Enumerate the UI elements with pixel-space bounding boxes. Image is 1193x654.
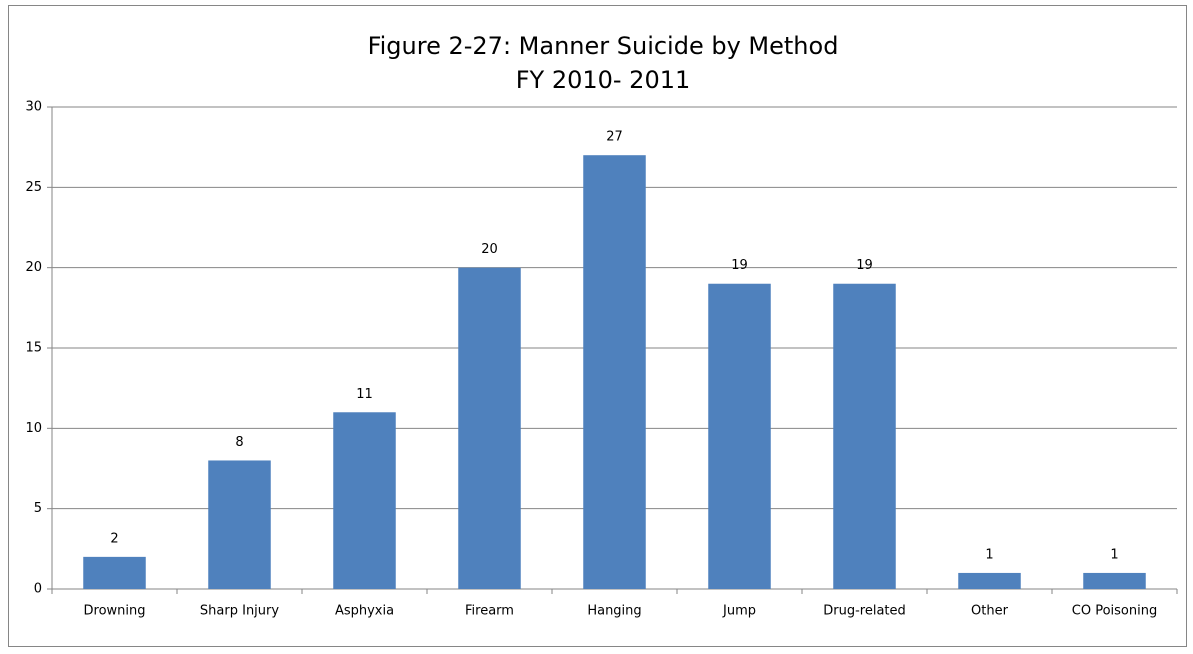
x-tick-label: Hanging — [587, 604, 641, 619]
data-label: 27 — [606, 130, 623, 145]
bar — [708, 283, 771, 589]
data-label: 8 — [235, 435, 243, 450]
data-label: 2 — [110, 531, 118, 546]
data-label: 19 — [856, 258, 873, 273]
x-tick-label: Firearm — [465, 604, 514, 619]
data-label: 20 — [481, 242, 498, 257]
bar — [833, 283, 896, 589]
data-label: 1 — [1110, 547, 1118, 562]
bar — [333, 412, 396, 589]
y-tick-label: 10 — [25, 421, 42, 436]
x-tick-label: Sharp Injury — [200, 604, 279, 619]
data-label: 11 — [356, 387, 373, 402]
data-label: 19 — [731, 258, 748, 273]
x-tick-label: Drug-related — [823, 604, 906, 619]
x-tick-label: Jump — [722, 604, 756, 619]
data-label: 1 — [985, 547, 993, 562]
y-tick-label: 25 — [25, 180, 42, 195]
y-tick-label: 0 — [34, 582, 42, 597]
x-tick-label: Drowning — [84, 604, 146, 619]
y-tick-label: 5 — [34, 501, 42, 516]
y-tick-label: 20 — [25, 260, 42, 275]
bar — [958, 572, 1021, 589]
bar — [583, 155, 646, 589]
x-tick-label: CO Poisoning — [1072, 604, 1157, 619]
bar — [458, 267, 521, 589]
bar — [208, 460, 271, 589]
bar — [1083, 572, 1146, 589]
chart-title: Figure 2-27: Manner Suicide by Method — [368, 32, 839, 60]
bar — [83, 556, 146, 589]
x-tick-label: Asphyxia — [335, 604, 394, 619]
x-tick-label: Other — [971, 604, 1009, 619]
y-tick-label: 30 — [25, 100, 42, 115]
y-tick-label: 15 — [25, 341, 42, 356]
chart-subtitle: FY 2010- 2011 — [516, 66, 691, 94]
